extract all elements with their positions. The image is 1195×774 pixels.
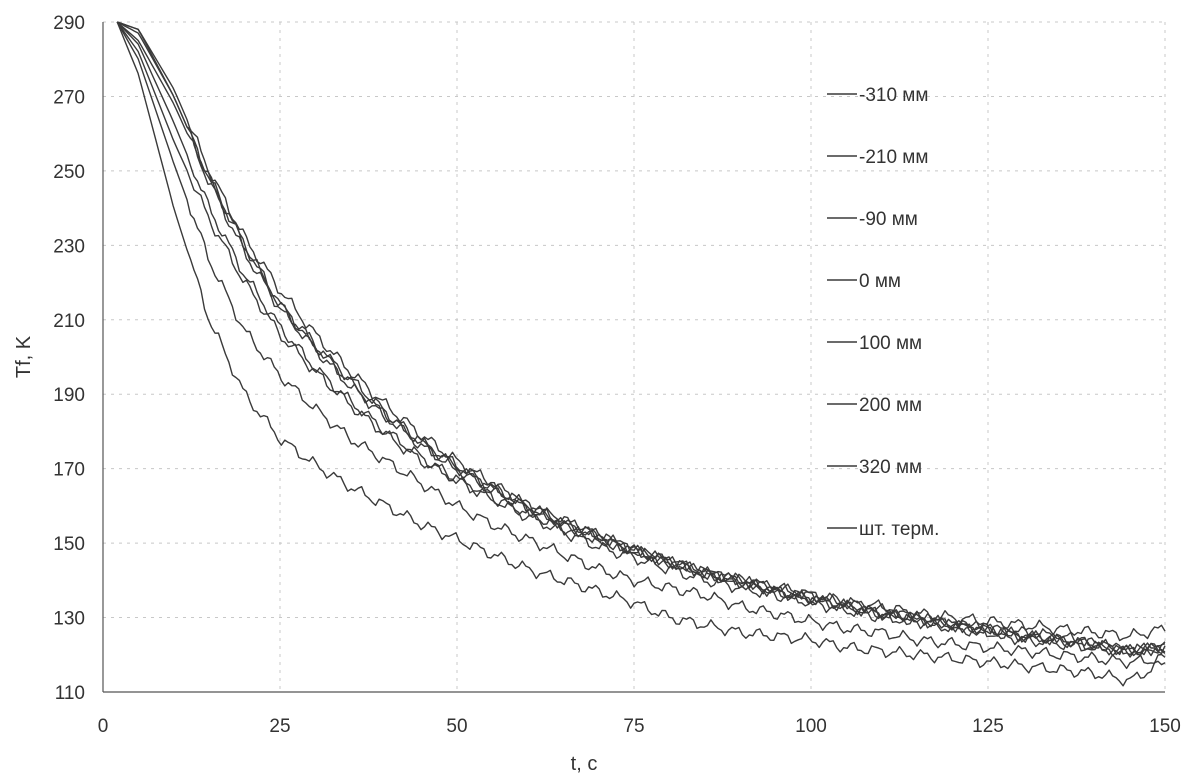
x-tick-label: 25 bbox=[269, 716, 290, 737]
series-line bbox=[116, 21, 1166, 642]
legend-label: шт. терм. bbox=[859, 519, 939, 540]
legend-label: -310 мм bbox=[859, 85, 928, 106]
y-axis-label: Tf, K bbox=[13, 335, 35, 378]
x-tick-label: 75 bbox=[623, 716, 644, 737]
legend-label: 200 мм bbox=[859, 395, 922, 416]
y-tick-label: 270 bbox=[53, 87, 85, 108]
legend-label: -210 мм bbox=[859, 147, 928, 168]
y-tick-label: 130 bbox=[53, 609, 85, 630]
y-tick-label: 170 bbox=[53, 460, 85, 481]
legend-label: 0 мм bbox=[859, 271, 901, 292]
series-group bbox=[116, 21, 1166, 687]
x-tick-label: 100 bbox=[795, 716, 827, 737]
x-tick-labels: 0 25 50 75 100 125 150 bbox=[98, 716, 1181, 737]
series-line bbox=[116, 21, 1166, 656]
y-tick-label: 150 bbox=[53, 534, 85, 555]
legend: -310 мм -210 мм -90 мм 0 мм 100 мм 200 мм 320 … bbox=[827, 85, 939, 540]
legend-label: -90 мм bbox=[859, 209, 918, 230]
legend-label: 100 мм bbox=[859, 333, 922, 354]
series-line bbox=[116, 21, 1166, 658]
series-line bbox=[116, 21, 1166, 687]
y-tick-labels: 110 130 150 170 190 210 230 250 270 290 bbox=[53, 13, 85, 704]
y-tick-label: 250 bbox=[53, 162, 85, 183]
legend-label: 320 мм bbox=[859, 457, 922, 478]
x-tick-label: 150 bbox=[1149, 716, 1181, 737]
axes bbox=[102, 22, 1165, 693]
x-tick-label: 125 bbox=[972, 716, 1004, 737]
series-line bbox=[116, 21, 1166, 657]
y-tick-label: 190 bbox=[53, 385, 85, 406]
grid bbox=[103, 21, 1166, 692]
x-tick-label: 50 bbox=[446, 716, 467, 737]
series-line bbox=[116, 21, 1166, 670]
series-line bbox=[116, 21, 1166, 656]
y-tick-label: 290 bbox=[53, 13, 85, 34]
y-tick-label: 110 bbox=[55, 683, 85, 704]
y-tick-label: 210 bbox=[53, 311, 85, 332]
y-tick-label: 230 bbox=[53, 236, 85, 257]
x-axis-label: t, c bbox=[571, 753, 598, 774]
x-tick-label: 0 bbox=[98, 716, 109, 737]
series-line bbox=[116, 21, 1166, 657]
